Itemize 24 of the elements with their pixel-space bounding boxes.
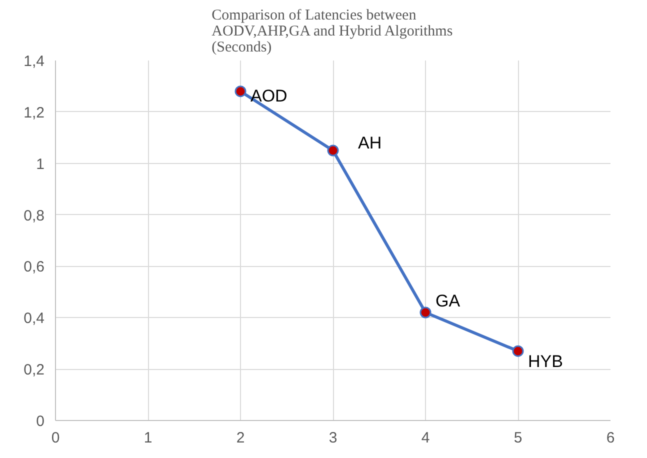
- x-tick-label: 5: [514, 430, 522, 446]
- annotation: GA: [436, 292, 461, 310]
- annotation: AH: [358, 134, 382, 152]
- x-tick-label: 0: [51, 430, 60, 446]
- y-tick-label: 0,4: [24, 310, 45, 328]
- point: [327, 144, 339, 156]
- y-tick-label: 0: [36, 413, 44, 430]
- x-tick-label: 6: [606, 430, 615, 446]
- y-tick-label: 0,6: [24, 258, 45, 276]
- point: [234, 86, 246, 98]
- point: [512, 345, 524, 357]
- y-tick-label: 1,4: [24, 53, 45, 70]
- y-tick-label: 0,8: [24, 207, 45, 224]
- chart-title: Comparison of Latencies between AODV,AHP,GA and Hybrid Algorithms (Seconds): [212, 8, 453, 56]
- x-tick-label: 2: [236, 430, 245, 446]
- x-tick-label: 1: [144, 430, 152, 446]
- y-tick-label: 0,2: [24, 362, 45, 379]
- x-tick-label: 4: [421, 430, 430, 446]
- y-tick-label: 1,2: [24, 104, 45, 122]
- point: [420, 306, 432, 318]
- x-tick-label: 3: [328, 430, 338, 446]
- annotation: AOD: [250, 86, 288, 106]
- y-tick-label: 1: [36, 156, 44, 173]
- annotation: HYB: [528, 352, 563, 372]
